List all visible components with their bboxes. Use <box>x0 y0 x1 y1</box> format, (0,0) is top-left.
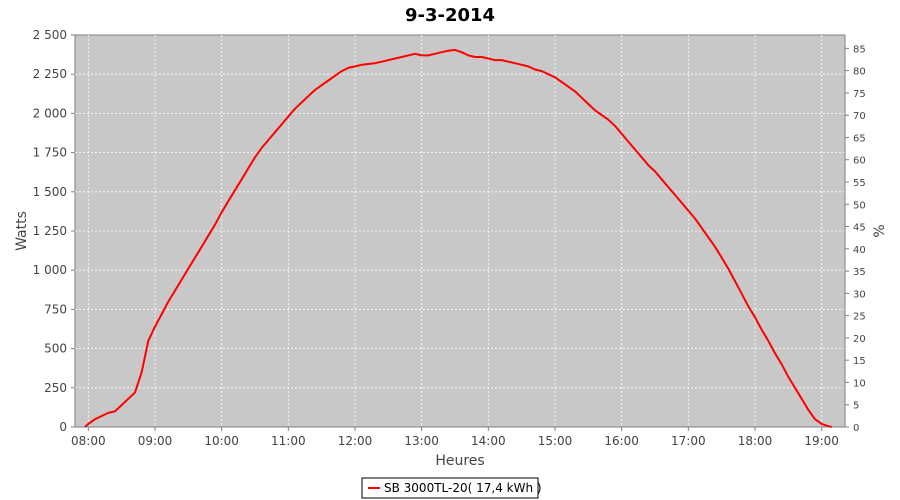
x-tick-label: 14:00 <box>471 434 506 448</box>
y-tick-label: 2 500 <box>33 28 67 42</box>
y2-tick-label: 50 <box>853 200 866 211</box>
series-layer <box>84 48 832 428</box>
y2-tick-label: 15 <box>853 356 866 367</box>
y2-tick-label: 80 <box>853 67 866 78</box>
x-tick-label: 08:00 <box>71 434 106 448</box>
y-tick-label: 2 250 <box>33 67 67 81</box>
y2-tick-label: 70 <box>853 111 866 122</box>
legend: SB 3000TL-20( 17,4 kWh ) <box>361 477 542 499</box>
y2-tick-label: 35 <box>853 267 866 278</box>
y2-tick-label: 5 <box>853 401 859 412</box>
x-tick-label: 12:00 <box>338 434 373 448</box>
x-tick-label: 16:00 <box>604 434 639 448</box>
x-tick-label: 15:00 <box>538 434 573 448</box>
y-tick-label: 500 <box>44 342 67 356</box>
y-tick-label: 250 <box>44 381 67 395</box>
legend-box <box>361 477 539 499</box>
y2-tick-label: 45 <box>853 223 866 234</box>
y-axis-title: Watts <box>14 211 30 251</box>
y2-tick-label: 30 <box>853 289 866 300</box>
x-tick-label: 18:00 <box>738 434 773 448</box>
y2-tick-label: 55 <box>853 178 866 189</box>
y-tick-label: 750 <box>44 302 67 316</box>
series-line <box>84 48 832 428</box>
y-tick-label: 1 250 <box>33 224 67 238</box>
y-axis-left: 0 250 500 750 1 000 1 250 1 500 1 750 2 000 2 250… <box>33 28 75 434</box>
y2-axis-title: % <box>872 224 888 237</box>
x-tick-label: 13:00 <box>404 434 439 448</box>
y2-tick-label: 85 <box>853 44 866 55</box>
y-tick-label: 1 500 <box>33 185 67 199</box>
x-tick-label: 09:00 <box>138 434 173 448</box>
x-tick-label: 10:00 <box>204 434 239 448</box>
y2-tick-label: 0 <box>853 423 859 434</box>
y2-tick-label: 40 <box>853 245 866 256</box>
y2-tick-label: 25 <box>853 312 866 323</box>
x-tick-label: 19:00 <box>804 434 839 448</box>
y-tick-label: 0 <box>59 420 67 434</box>
x-tick-label: 11:00 <box>271 434 306 448</box>
y-tick-label: 2 000 <box>33 106 67 120</box>
y2-tick-label: 60 <box>853 156 866 167</box>
y-tick-label: 1 000 <box>33 263 67 277</box>
legend-label: SB 3000TL-20( 17,4 kWh ) <box>384 481 542 495</box>
y2-tick-label: 65 <box>853 133 866 144</box>
y-tick-label: 1 750 <box>33 146 67 160</box>
y2-tick-label: 10 <box>853 378 866 389</box>
y-axis-right: 0 5 10 15 20 25 30 35 40 45 50 55 60 65 70 75 80 85 <box>844 35 866 434</box>
y2-tick-label: 20 <box>853 334 866 345</box>
y2-tick-label: 75 <box>853 89 866 100</box>
grid <box>75 35 845 427</box>
x-axis: 08:00 09:00 10:00 11:00 12:00 13:00 14:00 15:00… <box>71 427 839 448</box>
x-tick-label: 17:00 <box>671 434 706 448</box>
x-axis-title: Heures <box>435 453 484 469</box>
chart-title: 9-3-2014 <box>405 5 495 26</box>
